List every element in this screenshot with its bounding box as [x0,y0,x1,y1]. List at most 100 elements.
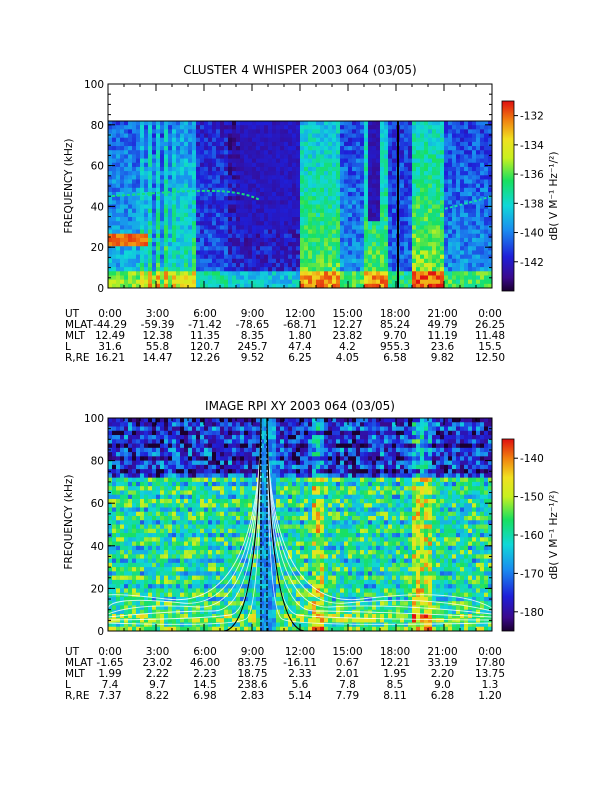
heatmap-cell [204,242,209,247]
heatmap-cell [248,229,253,235]
heatmap-cell [192,129,197,135]
heatmap-cell [220,217,225,222]
heatmap-cell [368,154,373,160]
heatmap-cell [172,279,177,285]
heatmap-cell [180,575,185,581]
ephemeris-value: -78.65 [236,319,270,331]
heatmap-cell [464,275,469,281]
heatmap-cell [324,267,329,272]
heatmap-cell [152,175,157,181]
heatmap-cell [432,133,437,139]
heatmap-cell [244,242,249,247]
heatmap-cell [180,469,185,474]
heatmap-cell [380,233,385,239]
heatmap-cell [144,430,149,436]
heatmap-cell [292,242,297,247]
heatmap-cell [140,225,145,231]
heatmap-cell [456,262,461,268]
heatmap-cell [236,212,241,218]
heatmap-cell [460,183,465,189]
heatmap-cell [128,422,133,428]
heatmap-cell [444,271,449,277]
heatmap-cell [436,279,441,285]
heatmap-cell [304,171,309,176]
heatmap-cell [460,229,465,235]
heatmap-cell [288,183,293,189]
heatmap-cell [392,267,397,272]
heatmap-cell [216,146,221,151]
heatmap-cell [168,271,173,277]
heatmap-cell [272,242,277,247]
heatmap-cell [264,179,269,185]
heatmap-cell [308,258,313,264]
heatmap-cell [128,579,133,585]
heatmap-cell [172,179,177,185]
heatmap-cell [200,150,205,155]
heatmap-cell [144,221,149,226]
heatmap-cell [464,254,469,260]
heatmap-cell [180,571,185,577]
heatmap-cell [408,225,413,231]
heatmap-cell [128,435,133,440]
heatmap-cell [336,279,341,285]
heatmap-cell [312,125,317,130]
ephemeris-value: -71.42 [188,319,222,331]
heatmap-cell [240,225,245,231]
heatmap-cell [292,279,297,285]
heatmap-cell [276,196,281,201]
heatmap-cell [328,221,333,226]
heatmap-cell [376,212,381,218]
heatmap-cell [224,221,229,226]
heatmap-cell [116,179,121,185]
heatmap-cell [424,146,429,151]
heatmap-cell [160,237,165,243]
heatmap-cell [128,452,133,457]
heatmap-cell [148,191,153,197]
heatmap-cell [152,486,157,492]
heatmap-cell [480,258,485,264]
heatmap-cell [164,141,169,147]
heatmap-cell [232,279,237,285]
heatmap-cell [364,158,369,164]
heatmap-cell [392,204,397,210]
heatmap-cell [196,166,201,172]
heatmap-cell [116,567,121,572]
heatmap-cell [420,187,425,193]
heatmap-cell [336,187,341,193]
heatmap-cell [296,141,301,147]
heatmap-cell [120,221,125,226]
heatmap-cell [148,154,153,160]
heatmap-cell [472,166,477,172]
heatmap-cell [464,133,469,139]
heatmap-cell [452,271,457,277]
heatmap-cell [196,200,201,206]
heatmap-cell [340,146,345,151]
heatmap-cell [108,150,113,155]
heatmap-cell [168,460,173,466]
heatmap-cell [416,141,421,147]
heatmap-cell [120,545,125,551]
heatmap-cell [120,558,125,564]
heatmap-cell [168,154,173,160]
heatmap-cell [144,141,149,147]
heatmap-cell [272,121,277,126]
heatmap-cell [372,217,377,222]
heatmap-cell [272,254,277,260]
heatmap-cell [464,187,469,193]
heatmap-cell [192,279,197,285]
heatmap-cell [248,146,253,151]
heatmap-cell [388,154,393,160]
heatmap-cell [468,204,473,210]
heatmap-cell [192,250,197,256]
heatmap-cell [308,208,313,214]
heatmap-cell [188,133,193,139]
heatmap-cell [124,250,129,256]
heatmap-cell [156,609,161,615]
heatmap-cell [108,166,113,172]
heatmap-cell [252,150,257,155]
heatmap-cell [172,481,177,487]
heatmap-cell [236,250,241,256]
heatmap-cell [164,129,169,135]
heatmap-cell [116,439,121,445]
heatmap-cell [116,588,121,594]
